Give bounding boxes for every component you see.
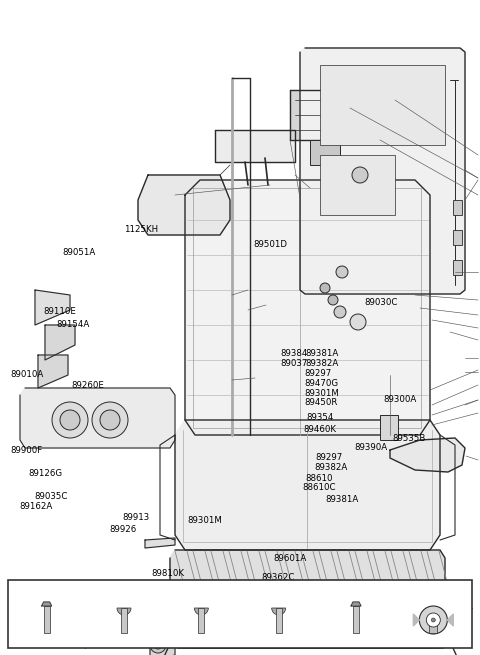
Polygon shape [138,175,230,235]
Bar [353,606,359,633]
Circle shape [350,314,366,330]
Text: (LH): (LH) [12,631,34,642]
Text: 89926: 89926 [109,525,137,534]
Circle shape [150,637,166,653]
Polygon shape [351,602,361,606]
Circle shape [52,402,88,438]
Text: 12431A: 12431A [337,590,375,599]
Circle shape [336,266,348,278]
Wedge shape [272,608,286,615]
Bar [198,608,204,633]
Text: 1241YE: 1241YE [105,590,143,599]
Polygon shape [300,48,465,294]
Text: 89390A: 89390A [354,443,387,452]
Text: 89037: 89037 [281,359,308,368]
Polygon shape [45,325,75,360]
Text: 89501D: 89501D [253,240,288,249]
Wedge shape [117,608,131,615]
Text: 89381A: 89381A [325,495,359,504]
Text: 89354: 89354 [306,413,334,422]
Circle shape [432,618,435,622]
Circle shape [334,306,346,318]
Circle shape [352,167,368,183]
Text: 89382A: 89382A [314,462,347,472]
Text: 89470G: 89470G [403,588,437,597]
Polygon shape [413,614,420,626]
Polygon shape [170,550,445,598]
Text: 1140JA: 1140JA [184,590,219,599]
Text: 89010A: 89010A [11,370,44,379]
Polygon shape [38,355,68,388]
Wedge shape [194,608,208,615]
Text: 89035C: 89035C [35,492,68,501]
Polygon shape [145,538,175,548]
Circle shape [92,402,128,438]
Text: 1243DM: 1243DM [26,590,68,599]
Bar [310,140,340,165]
Polygon shape [215,130,295,162]
Text: 89900F: 89900F [11,446,43,455]
Circle shape [328,295,338,305]
Text: 1125KH: 1125KH [124,225,158,234]
Circle shape [60,410,80,430]
Text: 89297: 89297 [304,369,332,378]
Bar [44,606,49,633]
Bar [429,620,437,633]
Text: 89362C: 89362C [262,573,295,582]
Text: 89051A: 89051A [62,248,96,257]
Circle shape [154,641,162,649]
Bar [453,260,462,275]
Circle shape [100,410,120,430]
Bar [380,415,398,440]
Text: 89030C: 89030C [365,298,398,307]
Polygon shape [175,420,440,550]
Polygon shape [35,290,70,325]
Text: 89384: 89384 [281,349,308,358]
Bar [8,580,472,648]
Text: 89460K: 89460K [303,424,336,434]
Bar [276,608,282,633]
Text: 89470G: 89470G [304,379,338,388]
Text: 89162A: 89162A [19,502,52,511]
Circle shape [420,606,447,634]
Polygon shape [20,388,175,448]
Text: 89301M: 89301M [187,516,222,525]
Polygon shape [150,632,175,655]
Text: 89450R: 89450R [304,398,338,407]
Polygon shape [447,614,453,626]
Text: 89381A: 89381A [305,349,338,358]
Bar [453,230,462,245]
Circle shape [426,613,440,627]
Text: 89913: 89913 [122,513,150,522]
Polygon shape [290,90,360,140]
Text: 89110E: 89110E [43,307,76,316]
Bar [320,65,445,145]
Text: 89382A: 89382A [305,359,338,368]
Text: 88610C: 88610C [302,483,336,493]
Text: 89301M: 89301M [304,388,339,398]
Text: 89260E: 89260E [71,381,104,390]
Circle shape [320,283,330,293]
Text: 89126G: 89126G [29,469,63,478]
Text: 89601K: 89601K [113,584,146,593]
Polygon shape [185,180,430,435]
Text: 89535B: 89535B [393,434,426,443]
Text: 89300A: 89300A [383,395,416,404]
Text: 89297: 89297 [316,453,343,462]
Text: 89379: 89379 [418,590,449,599]
Bar [320,155,395,215]
Text: 88610: 88610 [305,474,333,483]
Text: 89810K: 89810K [151,569,184,578]
Text: 1140FB: 1140FB [260,590,298,599]
Text: 89926: 89926 [247,590,275,599]
Text: 89154A: 89154A [57,320,90,329]
Bar [453,200,462,215]
Polygon shape [178,598,443,648]
Text: 89333: 89333 [383,610,410,619]
Polygon shape [390,438,465,472]
Text: 89601A: 89601A [274,553,307,563]
Bar [121,608,127,633]
Polygon shape [42,602,52,606]
